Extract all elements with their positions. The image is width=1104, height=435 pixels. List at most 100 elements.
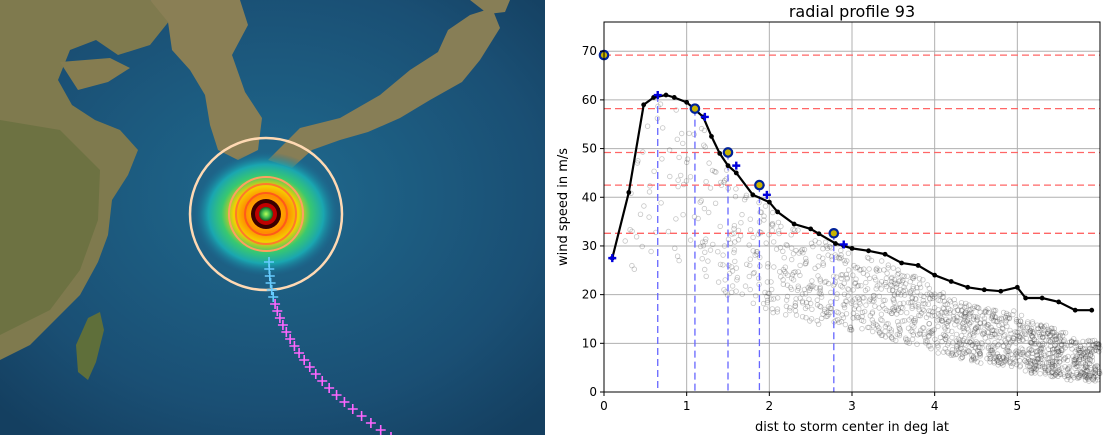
scatter-point (923, 314, 930, 321)
scatter-point (1051, 354, 1057, 360)
scatter-point (803, 258, 809, 265)
scatter-point (990, 318, 997, 324)
scatter-point (1051, 329, 1058, 336)
scatter-point (1075, 374, 1081, 380)
scatter-point (1056, 333, 1062, 340)
scatter-point (966, 348, 972, 354)
scatter-point (986, 351, 992, 358)
scatter-point (956, 340, 962, 346)
scatter-point (968, 340, 974, 346)
scatter-point (817, 284, 823, 290)
scatter-point (707, 247, 714, 253)
y-tick-label: 50 (582, 142, 597, 156)
scatter-point (901, 284, 907, 290)
scatter-point (804, 303, 811, 309)
scatter-point (988, 324, 994, 331)
scatter-point (968, 319, 974, 325)
scatter-point (1013, 340, 1019, 346)
scatter-point (932, 312, 938, 319)
scatter-point (885, 265, 891, 271)
scatter-point (1049, 369, 1055, 375)
scatter-point (1087, 356, 1093, 362)
scatter-point (934, 340, 940, 346)
scatter-point (967, 331, 974, 338)
scatter-point (967, 313, 973, 319)
scatter-point (886, 332, 892, 338)
scatter-point (770, 222, 776, 228)
scatter-point (977, 353, 983, 359)
scatter-point (845, 286, 851, 292)
scatter-point (937, 313, 943, 319)
scatter-point (721, 243, 728, 249)
scatter-point (929, 313, 935, 319)
scatter-point (992, 318, 998, 324)
scatter-point (1086, 378, 1092, 384)
scatter-point (1045, 367, 1051, 374)
scatter-point (897, 301, 903, 307)
scatter-point (875, 327, 881, 334)
scatter-point (1023, 335, 1029, 342)
scatter-point (629, 262, 635, 269)
scatter-point (796, 250, 802, 256)
scatter-point (764, 299, 770, 306)
scatter-point (1085, 373, 1092, 379)
scatter-point (967, 339, 973, 345)
scatter-point (1006, 348, 1013, 355)
scatter-point (1069, 339, 1075, 345)
scatter-point (1049, 349, 1056, 356)
scatter-point (1065, 353, 1071, 360)
scatter-point (882, 323, 889, 330)
scatter-point (890, 296, 896, 302)
scatter-point (665, 228, 672, 235)
scatter-point (1037, 349, 1043, 355)
scatter-point (954, 318, 960, 324)
scatter-point (915, 304, 921, 310)
scatter-point (750, 270, 757, 277)
scatter-point (990, 307, 997, 313)
scatter-point (1092, 378, 1098, 384)
scatter-point (1026, 350, 1032, 356)
scatter-point (1036, 329, 1042, 336)
scatter-point (1034, 356, 1041, 362)
scatter-point (783, 270, 789, 276)
scatter-point (831, 281, 838, 287)
scatter-point (1057, 336, 1063, 342)
scatter-point (892, 280, 898, 286)
track-point (299, 355, 310, 365)
scatter-point (980, 330, 986, 337)
scatter-point (924, 282, 931, 288)
scatter-point (915, 301, 921, 308)
scatter-point (1089, 338, 1096, 344)
scatter-point (1081, 355, 1087, 361)
scatter-point (871, 298, 877, 304)
scatter-point (1084, 339, 1090, 345)
scatter-point (978, 360, 984, 366)
scatter-point (992, 307, 999, 314)
scatter-point (879, 317, 885, 324)
scatter-point (858, 266, 864, 273)
scatter-point (939, 294, 946, 300)
scatter-point (1058, 330, 1064, 336)
scatter-point (1039, 361, 1046, 367)
scatter-point (1016, 321, 1022, 328)
scatter-point (896, 270, 902, 277)
scatter-point (967, 307, 973, 313)
scatter-point (1082, 349, 1088, 355)
scatter-point (895, 291, 901, 297)
track-point (264, 271, 275, 281)
scatter-point (912, 296, 918, 302)
scatter-point (720, 262, 726, 268)
scatter-point (839, 284, 845, 290)
scatter-point (1003, 357, 1010, 363)
scatter-point (974, 323, 981, 330)
scatter-point (647, 183, 653, 189)
scatter-point (817, 288, 824, 294)
x-tick-label: 2 (766, 399, 774, 413)
scatter-point (1065, 366, 1071, 372)
scatter-point (987, 355, 994, 362)
scatter-point (896, 331, 902, 337)
scatter-point (1088, 362, 1095, 369)
scatter-point (1016, 337, 1022, 344)
scatter-point (1084, 368, 1091, 374)
y-tick-label: 20 (582, 288, 597, 302)
